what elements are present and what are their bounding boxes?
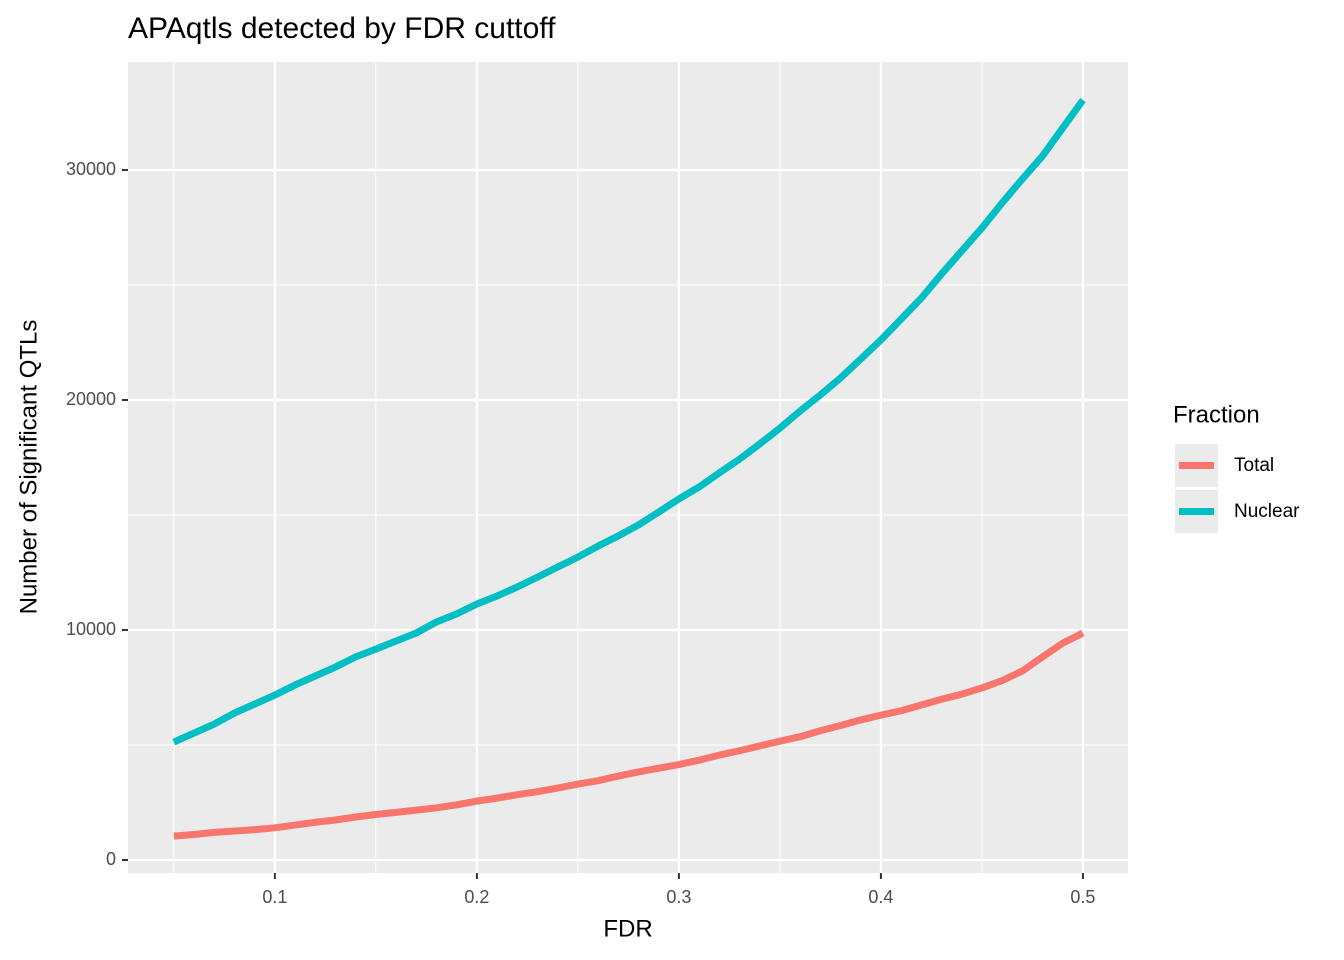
y-tick-label: 20000 — [66, 389, 116, 409]
panel — [128, 62, 1128, 873]
x-tick-label: 0.3 — [666, 887, 691, 907]
y-tick-label: 0 — [106, 849, 116, 869]
x-axis-title: FDR — [603, 915, 652, 942]
y-axis-title: Number of Significant QTLs — [15, 320, 42, 615]
x-tick-label: 0.4 — [868, 887, 893, 907]
chart-title: APAqtls detected by FDR cuttoff — [128, 12, 556, 45]
x-tick-label: 0.2 — [464, 887, 489, 907]
x-tick-label: 0.1 — [262, 887, 287, 907]
legend-title: Fraction — [1173, 401, 1260, 428]
line — [172, 98, 1086, 746]
y-tick-label: 10000 — [66, 619, 116, 639]
x-tick-label: 0.5 — [1070, 887, 1095, 907]
legend-label: Nuclear — [1234, 501, 1300, 522]
legend-label: Total — [1234, 455, 1274, 476]
y-tick-label: 30000 — [66, 159, 116, 179]
line — [173, 629, 1085, 840]
